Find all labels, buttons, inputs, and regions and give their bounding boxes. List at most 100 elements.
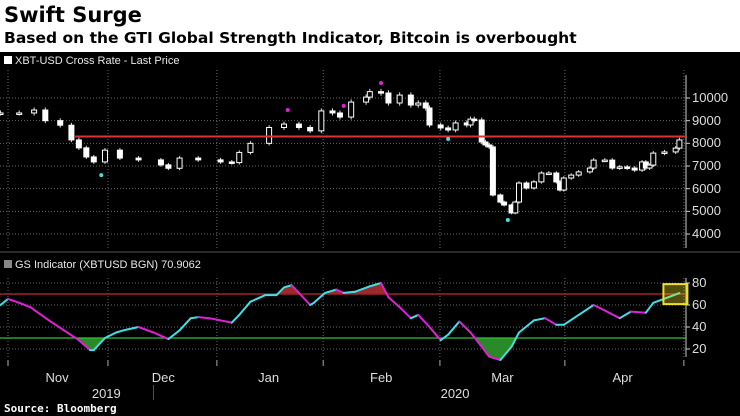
gs-line-segment [324, 288, 338, 294]
gs-line-segment [398, 306, 412, 320]
gs-line-segment [629, 310, 647, 314]
candle-body [281, 123, 288, 128]
gs-line-segment [499, 345, 513, 361]
gs-line-segment [644, 301, 655, 314]
gs-y-tick-label: 80 [692, 275, 707, 290]
candle-body [452, 122, 459, 131]
candle-body [236, 151, 243, 164]
gs-line-segment [238, 300, 252, 316]
candle-body [516, 182, 523, 203]
gs-line-segment [275, 286, 286, 297]
gs-line-segment [189, 316, 200, 320]
price-y-tick-label: 7000 [692, 158, 721, 173]
candle-body [631, 167, 638, 171]
candle-body [247, 142, 254, 153]
candle-body [530, 181, 537, 189]
gs-line-segment [447, 320, 461, 336]
gs-line-segment [577, 304, 595, 316]
candle-body [176, 157, 183, 169]
candle-body [609, 159, 616, 169]
gs-line-segment [297, 291, 312, 306]
candle-body [437, 124, 444, 129]
gs-line-segment [312, 291, 327, 304]
candle-body [295, 123, 302, 128]
candle-body [590, 159, 597, 169]
gs-line-segment [368, 282, 382, 288]
year-label: 2019 [91, 386, 121, 401]
gs-line-segment [469, 331, 483, 348]
candle-body [586, 167, 593, 173]
gs-line-segment [544, 317, 558, 326]
gs-line-segment [283, 284, 293, 289]
candle-body [467, 118, 474, 126]
candle-body [16, 112, 23, 115]
gs-line-segment [167, 329, 181, 341]
candle-body [366, 91, 373, 98]
candle-body [560, 177, 567, 191]
gs-line-segment [122, 326, 140, 332]
gs-line-segment [152, 331, 170, 341]
gs-y-tick-label: 60 [692, 297, 707, 312]
gs-line-segment [115, 329, 125, 334]
candle-body [75, 139, 82, 149]
gs-line-segment [409, 313, 420, 320]
candle-body [489, 146, 496, 196]
gs-line-segment [92, 337, 106, 352]
price-y-tick-label: 10000 [692, 90, 729, 105]
candle-body [672, 147, 679, 153]
candle-body [217, 159, 224, 163]
candle-body [31, 109, 38, 114]
month-label: Jan [258, 370, 280, 385]
gs-line-segment [249, 294, 267, 303]
gs-line-segment [480, 345, 491, 358]
candle-body [538, 172, 545, 183]
gs-line-segment [208, 317, 233, 324]
price-y-tick-label: 8000 [692, 135, 721, 151]
gs-line-segment [178, 317, 192, 332]
candle-body [101, 149, 108, 163]
overbought-marker [341, 103, 346, 108]
candle-body [575, 171, 582, 176]
gs-line-segment [29, 306, 51, 322]
chart-subtitle: Based on the GTI Global Strength Indicat… [4, 29, 577, 47]
month-label: Apr [612, 370, 633, 385]
candle-body [523, 182, 530, 189]
month-label: Feb [370, 370, 393, 385]
candle-body [445, 127, 452, 131]
candle-body [661, 151, 668, 154]
price-y-tick-label: 6000 [692, 180, 721, 196]
gs-line-segment [137, 326, 155, 334]
candle-body [363, 96, 370, 103]
gs-line-segment [428, 326, 442, 342]
legend-swatch-icon [4, 56, 12, 64]
chart-title: Swift Surge [4, 3, 142, 27]
oversold-marker [446, 137, 451, 142]
candle-body [478, 119, 485, 143]
source-note: Source: Bloomberg [4, 402, 117, 415]
price-y-tick-label: 4000 [692, 226, 721, 242]
candle-body [553, 172, 560, 183]
gs-line-segment [439, 333, 450, 342]
candle-body [568, 174, 575, 179]
gs-line-segment [103, 331, 118, 339]
candle-body [396, 94, 403, 104]
gs-line-segment [230, 313, 241, 324]
candle-body [68, 124, 75, 141]
candle-body [646, 164, 653, 169]
candle-body [157, 159, 164, 166]
candle-body [378, 91, 384, 94]
candle-body [471, 118, 478, 122]
oversold-fill [0, 338, 680, 360]
candle-body [57, 120, 64, 126]
candle-body [482, 141, 489, 146]
gs-legend-label: GS Indicator (XBTUSD BGN) 70.9062 [15, 259, 201, 271]
gs-legend: GS Indicator (XBTUSD BGN) 70.9062 [4, 259, 201, 271]
month-label: Dec [151, 370, 175, 385]
gs-line-segment [380, 282, 390, 299]
gs-line-segment [592, 304, 606, 312]
gs-line-segment [7, 297, 21, 304]
candle-body [266, 126, 273, 144]
candle-body [165, 164, 172, 169]
gs-line-segment [518, 319, 535, 334]
gs-line-segment [197, 316, 211, 320]
